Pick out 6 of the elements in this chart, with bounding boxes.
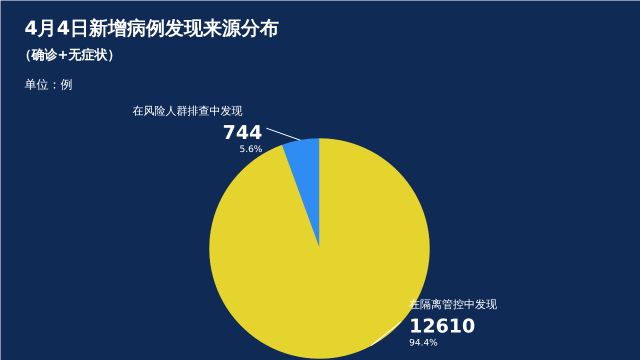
data-label: 744 5.6% (222, 122, 263, 156)
text: 单位：例 (24, 78, 72, 92)
slice-label: 在风险人群排查中发现 (132, 104, 242, 118)
chart-subtitle: （确诊+无症状） (18, 47, 120, 63)
chart-title: 4月4日新增病例发现来源分布 (24, 18, 279, 40)
data-label: 12610 94.4% (409, 316, 476, 349)
